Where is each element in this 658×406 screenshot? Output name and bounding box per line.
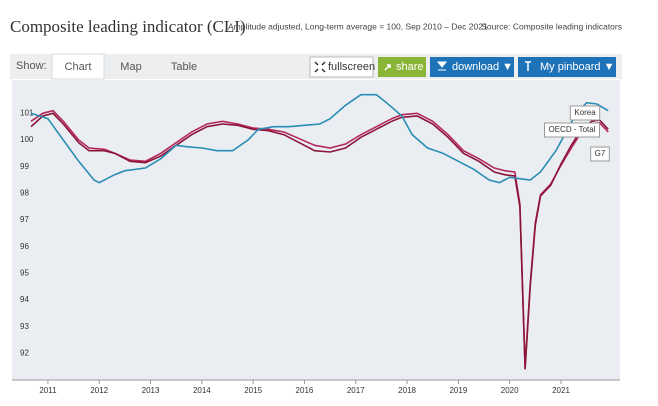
plot-area: [12, 80, 620, 380]
x-tick-label: 2018: [398, 386, 416, 395]
series-line: [30, 112, 609, 370]
x-tick-label: 2019: [449, 386, 467, 395]
y-tick-label: 96: [20, 242, 29, 251]
fullscreen-icon: [314, 61, 326, 73]
x-tick-label: 2014: [193, 386, 211, 395]
tab[interactable]: Chart: [65, 61, 92, 73]
pinboard-button[interactable]: [518, 57, 616, 77]
series-label: OECD - Total: [544, 122, 600, 138]
x-tick-label: 2017: [347, 386, 365, 395]
pin-icon: [525, 61, 531, 71]
button-label[interactable]: download ▼: [452, 61, 513, 73]
share-button[interactable]: [378, 57, 426, 77]
y-tick-label: 93: [20, 322, 29, 331]
title: Composite leading indicator (CLI): [10, 17, 246, 36]
y-tick-label: 100: [20, 135, 34, 144]
y-tick-label: 94: [20, 295, 29, 304]
show-label: Show:: [16, 60, 47, 72]
series-line: [30, 93, 609, 184]
x-tick-label: 2011: [39, 386, 57, 395]
download-button[interactable]: [430, 57, 514, 77]
label-box: [590, 146, 610, 162]
legend-label: G7: [595, 149, 606, 158]
legend-label: Korea: [574, 108, 596, 117]
button-label[interactable]: fullscreen: [328, 61, 375, 73]
tab[interactable]: Map: [120, 61, 141, 73]
y-tick-label: 97: [20, 215, 29, 224]
x-tick-label: 2013: [142, 386, 160, 395]
fullscreen-button[interactable]: [309, 56, 374, 78]
download-icon: [436, 61, 448, 71]
y-tick-label: 99: [20, 162, 29, 171]
tab-active[interactable]: [51, 53, 105, 80]
button-label[interactable]: share: [396, 61, 424, 73]
label-box: [544, 122, 600, 138]
x-tick-label: 2015: [244, 386, 262, 395]
legend-label: OECD - Total: [549, 125, 596, 134]
subtitle: Amplitude adjusted, Long-term average = …: [228, 21, 488, 31]
label-box: [569, 105, 601, 121]
button-label[interactable]: My pinboard ▼: [540, 61, 614, 73]
y-tick-label: 98: [20, 188, 29, 197]
x-tick-label: 2016: [296, 386, 314, 395]
share-icon: [384, 64, 391, 71]
x-tick-label: 2020: [501, 386, 519, 395]
series-label: Korea: [569, 105, 601, 121]
y-tick-label: 92: [20, 348, 29, 357]
x-tick-label: 2012: [90, 386, 108, 395]
tab[interactable]: Table: [171, 61, 197, 73]
source: Source: Composite leading indicators: [481, 21, 622, 31]
x-tick-label: 2021: [552, 386, 570, 395]
y-tick-label: 95: [20, 268, 29, 277]
series-label: G7: [590, 146, 610, 162]
y-tick-label: 101: [20, 108, 34, 117]
